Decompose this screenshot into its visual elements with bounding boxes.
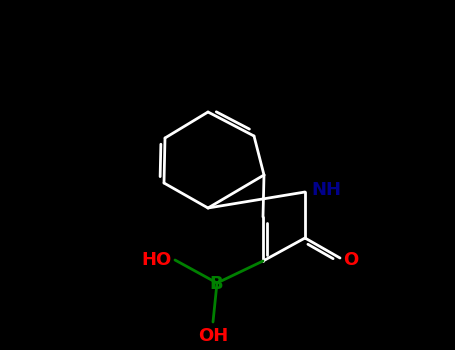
Text: O: O xyxy=(343,251,358,269)
Text: NH: NH xyxy=(311,181,341,199)
Text: B: B xyxy=(209,275,223,293)
Text: HO: HO xyxy=(142,251,172,269)
Text: OH: OH xyxy=(198,327,228,345)
